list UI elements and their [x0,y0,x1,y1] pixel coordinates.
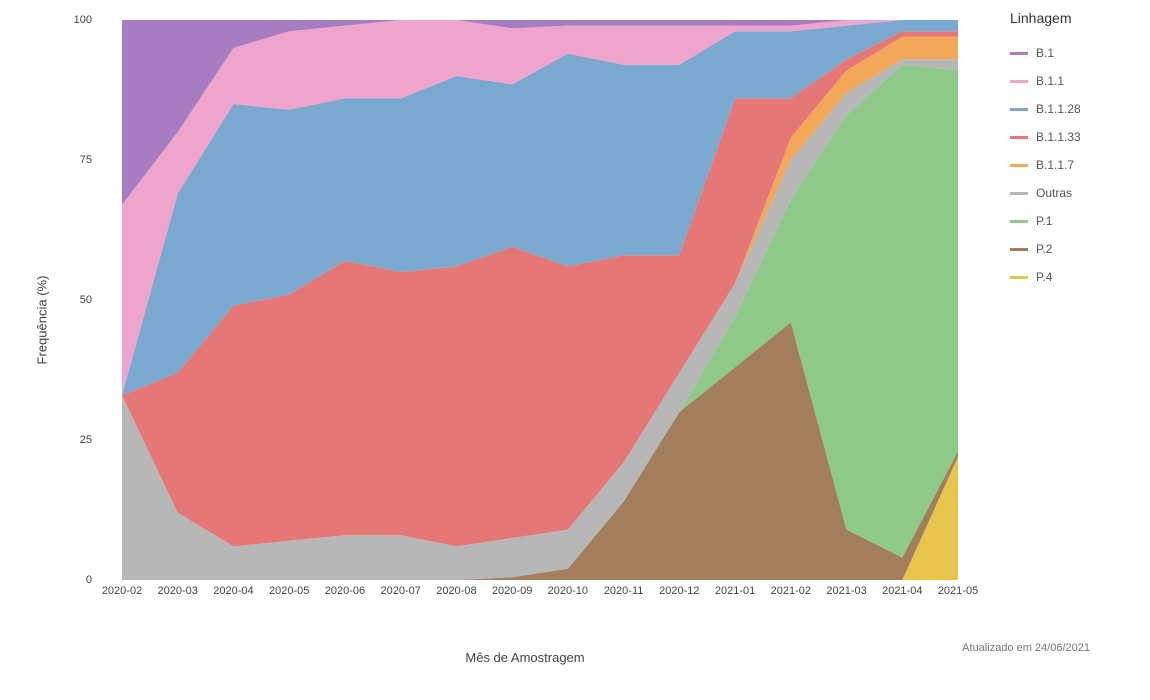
y-axis: 0255075100 [60,20,98,580]
plot-area [100,20,980,580]
legend-item-B.1.1.7[interactable]: B.1.1.7 [1010,158,1140,172]
legend-label: B.1.1 [1036,74,1064,88]
y-axis-label: Frequência (%) [35,276,50,365]
x-tick: 2021-04 [882,585,922,597]
legend: Linhagem B.1 B.1.1 B.1.1.28 B.1.1.33 B.1.1.7… [1010,10,1140,298]
legend-swatch [1010,192,1028,195]
legend-item-B.1.1.28[interactable]: B.1.1.28 [1010,102,1140,116]
y-tick: 100 [74,14,92,26]
legend-item-P.1[interactable]: P.1 [1010,214,1140,228]
legend-swatch [1010,52,1028,55]
legend-label: P.4 [1036,270,1052,284]
x-tick: 2021-05 [938,585,978,597]
legend-label: B.1.1.7 [1036,158,1074,172]
legend-item-P.4[interactable]: P.4 [1010,270,1140,284]
x-tick: 2020-05 [269,585,309,597]
x-tick: 2021-03 [826,585,866,597]
legend-label: B.1.1.33 [1036,130,1081,144]
x-tick: 2020-10 [548,585,588,597]
legend-items: B.1 B.1.1 B.1.1.28 B.1.1.33 B.1.1.7 Outras P.1… [1010,46,1140,284]
x-tick: 2021-02 [771,585,811,597]
legend-label: B.1.1.28 [1036,102,1081,116]
chart-container: 0255075100 Frequência (%) 2020-022020-03… [60,10,990,630]
legend-title: Linhagem [1010,10,1140,26]
legend-swatch [1010,136,1028,139]
x-tick: 2020-03 [158,585,198,597]
x-tick: 2020-04 [213,585,253,597]
x-tick: 2020-06 [325,585,365,597]
legend-swatch [1010,108,1028,111]
legend-label: Outras [1036,186,1072,200]
x-tick: 2020-08 [436,585,476,597]
stacked-area-svg [100,20,980,580]
x-tick: 2021-01 [715,585,755,597]
legend-label: P.2 [1036,242,1052,256]
x-tick: 2020-11 [604,585,644,597]
legend-swatch [1010,80,1028,83]
legend-swatch [1010,248,1028,251]
x-tick: 2020-07 [380,585,420,597]
update-footnote: Atualizado em 24/06/2021 [962,642,1090,654]
y-tick: 25 [80,434,92,446]
legend-swatch [1010,276,1028,279]
legend-swatch [1010,220,1028,223]
legend-item-B.1[interactable]: B.1 [1010,46,1140,60]
y-tick: 50 [80,294,92,306]
y-tick: 75 [80,154,92,166]
legend-label: B.1 [1036,46,1054,60]
legend-item-B.1.1[interactable]: B.1.1 [1010,74,1140,88]
legend-swatch [1010,164,1028,167]
x-tick: 2020-12 [659,585,699,597]
x-axis-label: Mês de Amostragem [465,650,584,665]
x-tick: 2020-09 [492,585,532,597]
x-tick: 2020-02 [102,585,142,597]
legend-item-B.1.1.33[interactable]: B.1.1.33 [1010,130,1140,144]
legend-item-Outras[interactable]: Outras [1010,186,1140,200]
x-axis: 2020-02 2020-03 2020-04 2020-05 2020-06 2020-… [100,585,980,605]
legend-label: P.1 [1036,214,1052,228]
legend-item-P.2[interactable]: P.2 [1010,242,1140,256]
y-tick: 0 [86,574,92,586]
